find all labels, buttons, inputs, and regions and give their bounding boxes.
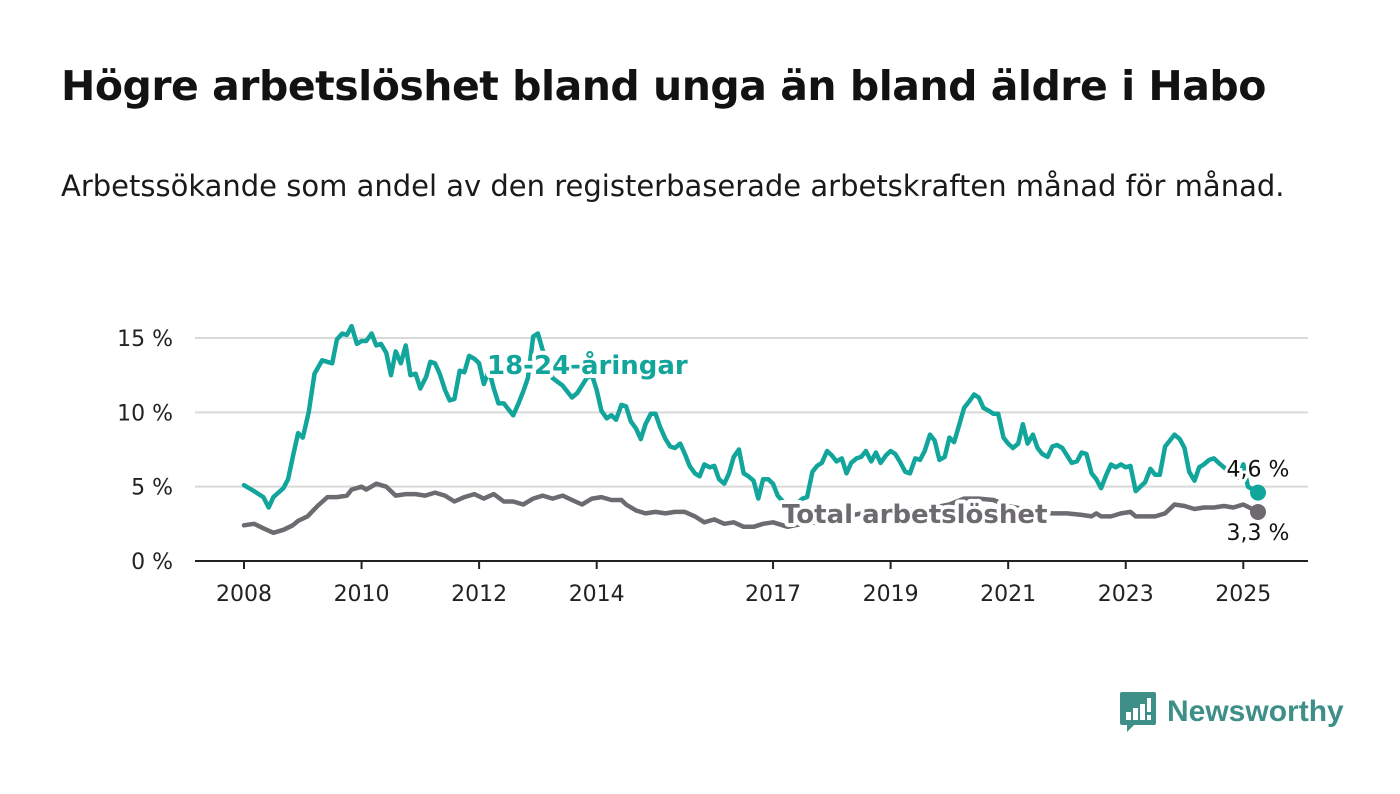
grid-lines bbox=[195, 337, 1308, 488]
x-tick-label: 2014 bbox=[569, 582, 625, 607]
series-end-point bbox=[1250, 503, 1266, 520]
end-value-label-youth: 4,6 % bbox=[1227, 458, 1290, 483]
chart-subtitle: Arbetssökande som andel av den registerb… bbox=[61, 169, 1285, 203]
brand-logo: Newsworthy bbox=[1119, 690, 1344, 734]
axes: 0 % 5 % 10 % 15 % 2008 2010 2012 2014 2017 2019 20… bbox=[117, 327, 1308, 607]
x-tick-label: 2021 bbox=[980, 582, 1036, 607]
chart-title: Högre arbetslöshet bland unga än bland ä… bbox=[61, 62, 1266, 110]
x-tick-label: 2025 bbox=[1215, 582, 1271, 607]
bar-chart-speech-bubble-icon bbox=[1120, 692, 1156, 732]
y-tick-label: 0 % bbox=[131, 550, 173, 575]
series-label-total: Total arbetslöshet bbox=[782, 500, 1047, 530]
series-labels: 18-24-åringar Total arbetslöshet 4,6 % 3,3 … bbox=[483, 345, 1292, 549]
x-tick-label: 2023 bbox=[1098, 582, 1154, 607]
series-line-total bbox=[241, 481, 1261, 536]
end-value-label-total: 3,3 % bbox=[1227, 521, 1290, 546]
brand-name: Newsworthy bbox=[1167, 695, 1344, 728]
y-tick-label: 5 % bbox=[131, 476, 173, 501]
series-line-youth bbox=[241, 323, 1261, 512]
y-tick-label: 10 % bbox=[117, 401, 173, 426]
y-tick-label: 15 % bbox=[117, 327, 173, 352]
series-lines bbox=[241, 323, 1266, 536]
x-tick-label: 2010 bbox=[334, 582, 390, 607]
x-tick-label: 2017 bbox=[745, 582, 801, 607]
series-label-youth: 18-24-åringar bbox=[487, 349, 688, 381]
series-end-point bbox=[1250, 484, 1266, 501]
x-tick-label: 2008 bbox=[216, 582, 272, 607]
x-tick-label: 2012 bbox=[451, 582, 507, 607]
x-tick-label: 2019 bbox=[863, 582, 919, 607]
